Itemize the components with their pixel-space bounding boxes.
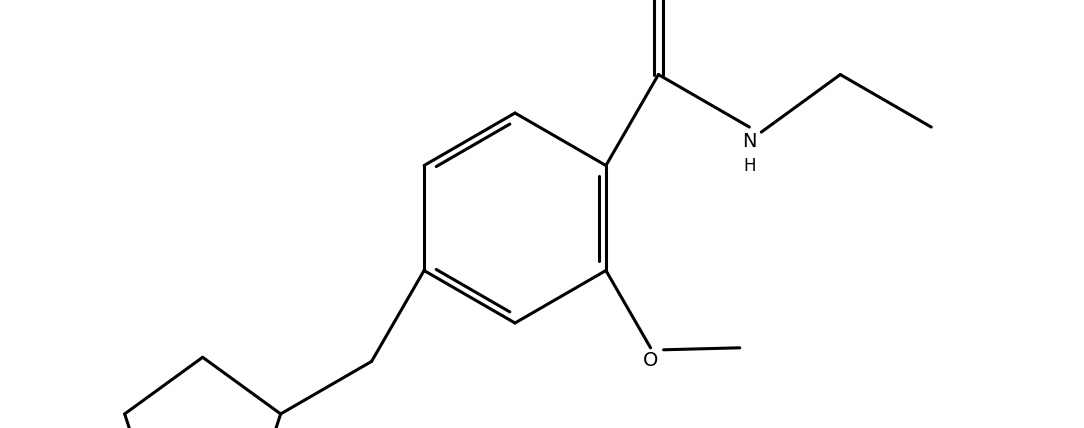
Text: O: O [643,351,658,370]
Text: N: N [743,132,757,151]
Text: H: H [744,157,756,175]
